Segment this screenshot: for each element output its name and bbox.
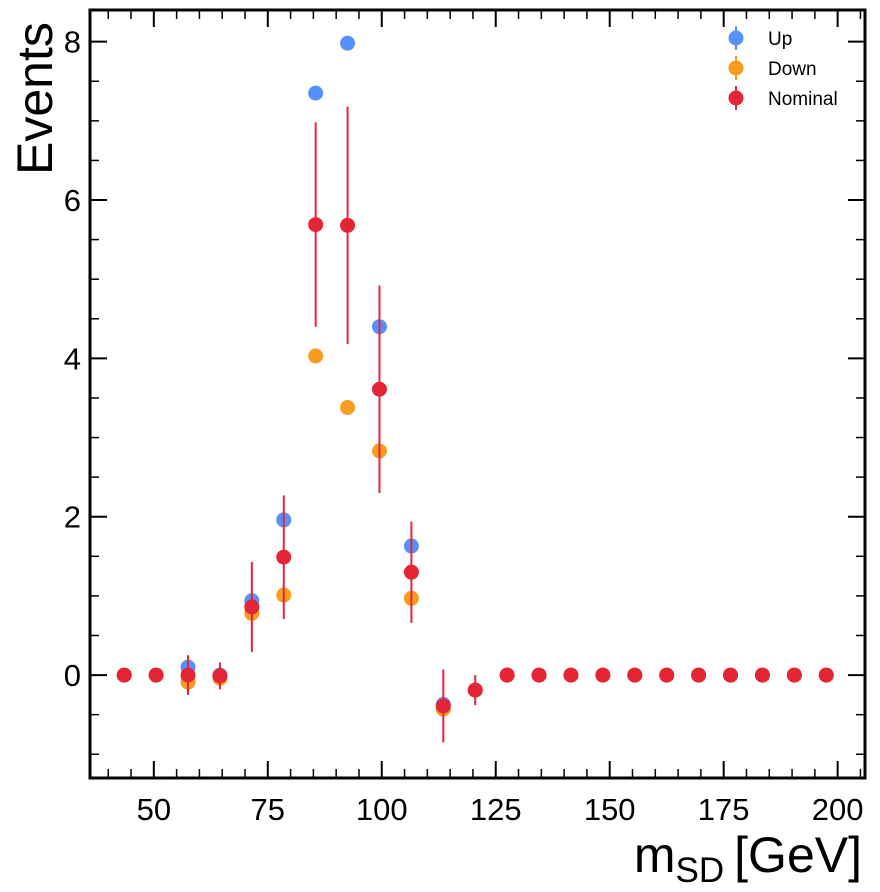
series-nominal: [116, 106, 834, 743]
nominal-point: [276, 549, 292, 565]
tick-labels: 50 75 100 125 150 175 200 0 2 4 6 8: [64, 25, 864, 827]
legend: Up Down Nominal: [728, 26, 838, 110]
x-tick-label: 75: [251, 792, 285, 827]
y-tick-label: 2: [64, 500, 81, 535]
nominal-point: [403, 564, 419, 580]
x-tick-label: 200: [812, 792, 864, 827]
x-tick-label: 100: [356, 792, 408, 827]
nominal-point: [371, 381, 387, 397]
series-up: [116, 35, 834, 712]
legend-label: Nominal: [768, 89, 838, 110]
nominal-point: [212, 668, 228, 684]
nominal-point: [148, 667, 164, 683]
nominal-point: [786, 667, 802, 683]
nominal-point: [467, 682, 483, 698]
series-down: [116, 348, 834, 717]
y-tick-label: 6: [64, 183, 81, 218]
nominal-point: [340, 217, 356, 233]
data-points: [116, 35, 834, 743]
x-tick-label: 50: [137, 792, 171, 827]
legend-marker: [728, 90, 744, 106]
x-axis-title-main: m: [634, 827, 676, 883]
y-tick-label: 0: [64, 658, 81, 693]
x-tick-label: 150: [584, 792, 636, 827]
nominal-point: [595, 667, 611, 683]
x-axis-title: mSD [GeV]: [634, 827, 862, 890]
nominal-point: [531, 667, 547, 683]
nominal-point: [435, 698, 451, 714]
nominal-point: [754, 667, 770, 683]
up-point: [340, 35, 356, 51]
nominal-point: [691, 667, 707, 683]
down-point: [340, 399, 356, 415]
legend-marker: [728, 60, 744, 76]
axis-ticks: [90, 10, 865, 778]
legend-label: Down: [768, 59, 817, 80]
x-axis-title-sub: SD: [676, 851, 725, 890]
nominal-point: [499, 667, 515, 683]
nominal-point: [563, 667, 579, 683]
x-axis-title-unit: [GeV]: [734, 827, 862, 883]
plot-frame: [88, 8, 867, 780]
y-tick-label: 8: [64, 25, 81, 60]
nominal-point: [116, 667, 132, 683]
nominal-point: [659, 667, 675, 683]
nominal-point: [818, 667, 834, 683]
nominal-point: [244, 599, 260, 615]
legend-item-nominal: Nominal: [728, 86, 838, 110]
down-point: [308, 348, 324, 364]
legend-item-up: Up: [728, 26, 792, 50]
nominal-point: [723, 667, 739, 683]
up-point: [308, 85, 324, 101]
legend-item-down: Down: [728, 56, 817, 80]
legend-marker: [728, 30, 744, 46]
x-tick-label: 175: [698, 792, 750, 827]
y-axis-title: Events: [7, 22, 63, 175]
legend-label: Up: [768, 29, 792, 50]
y-tick-label: 4: [64, 341, 81, 376]
nominal-point: [308, 217, 324, 233]
x-tick-label: 125: [470, 792, 522, 827]
nominal-point: [627, 667, 643, 683]
nominal-point: [180, 667, 196, 683]
